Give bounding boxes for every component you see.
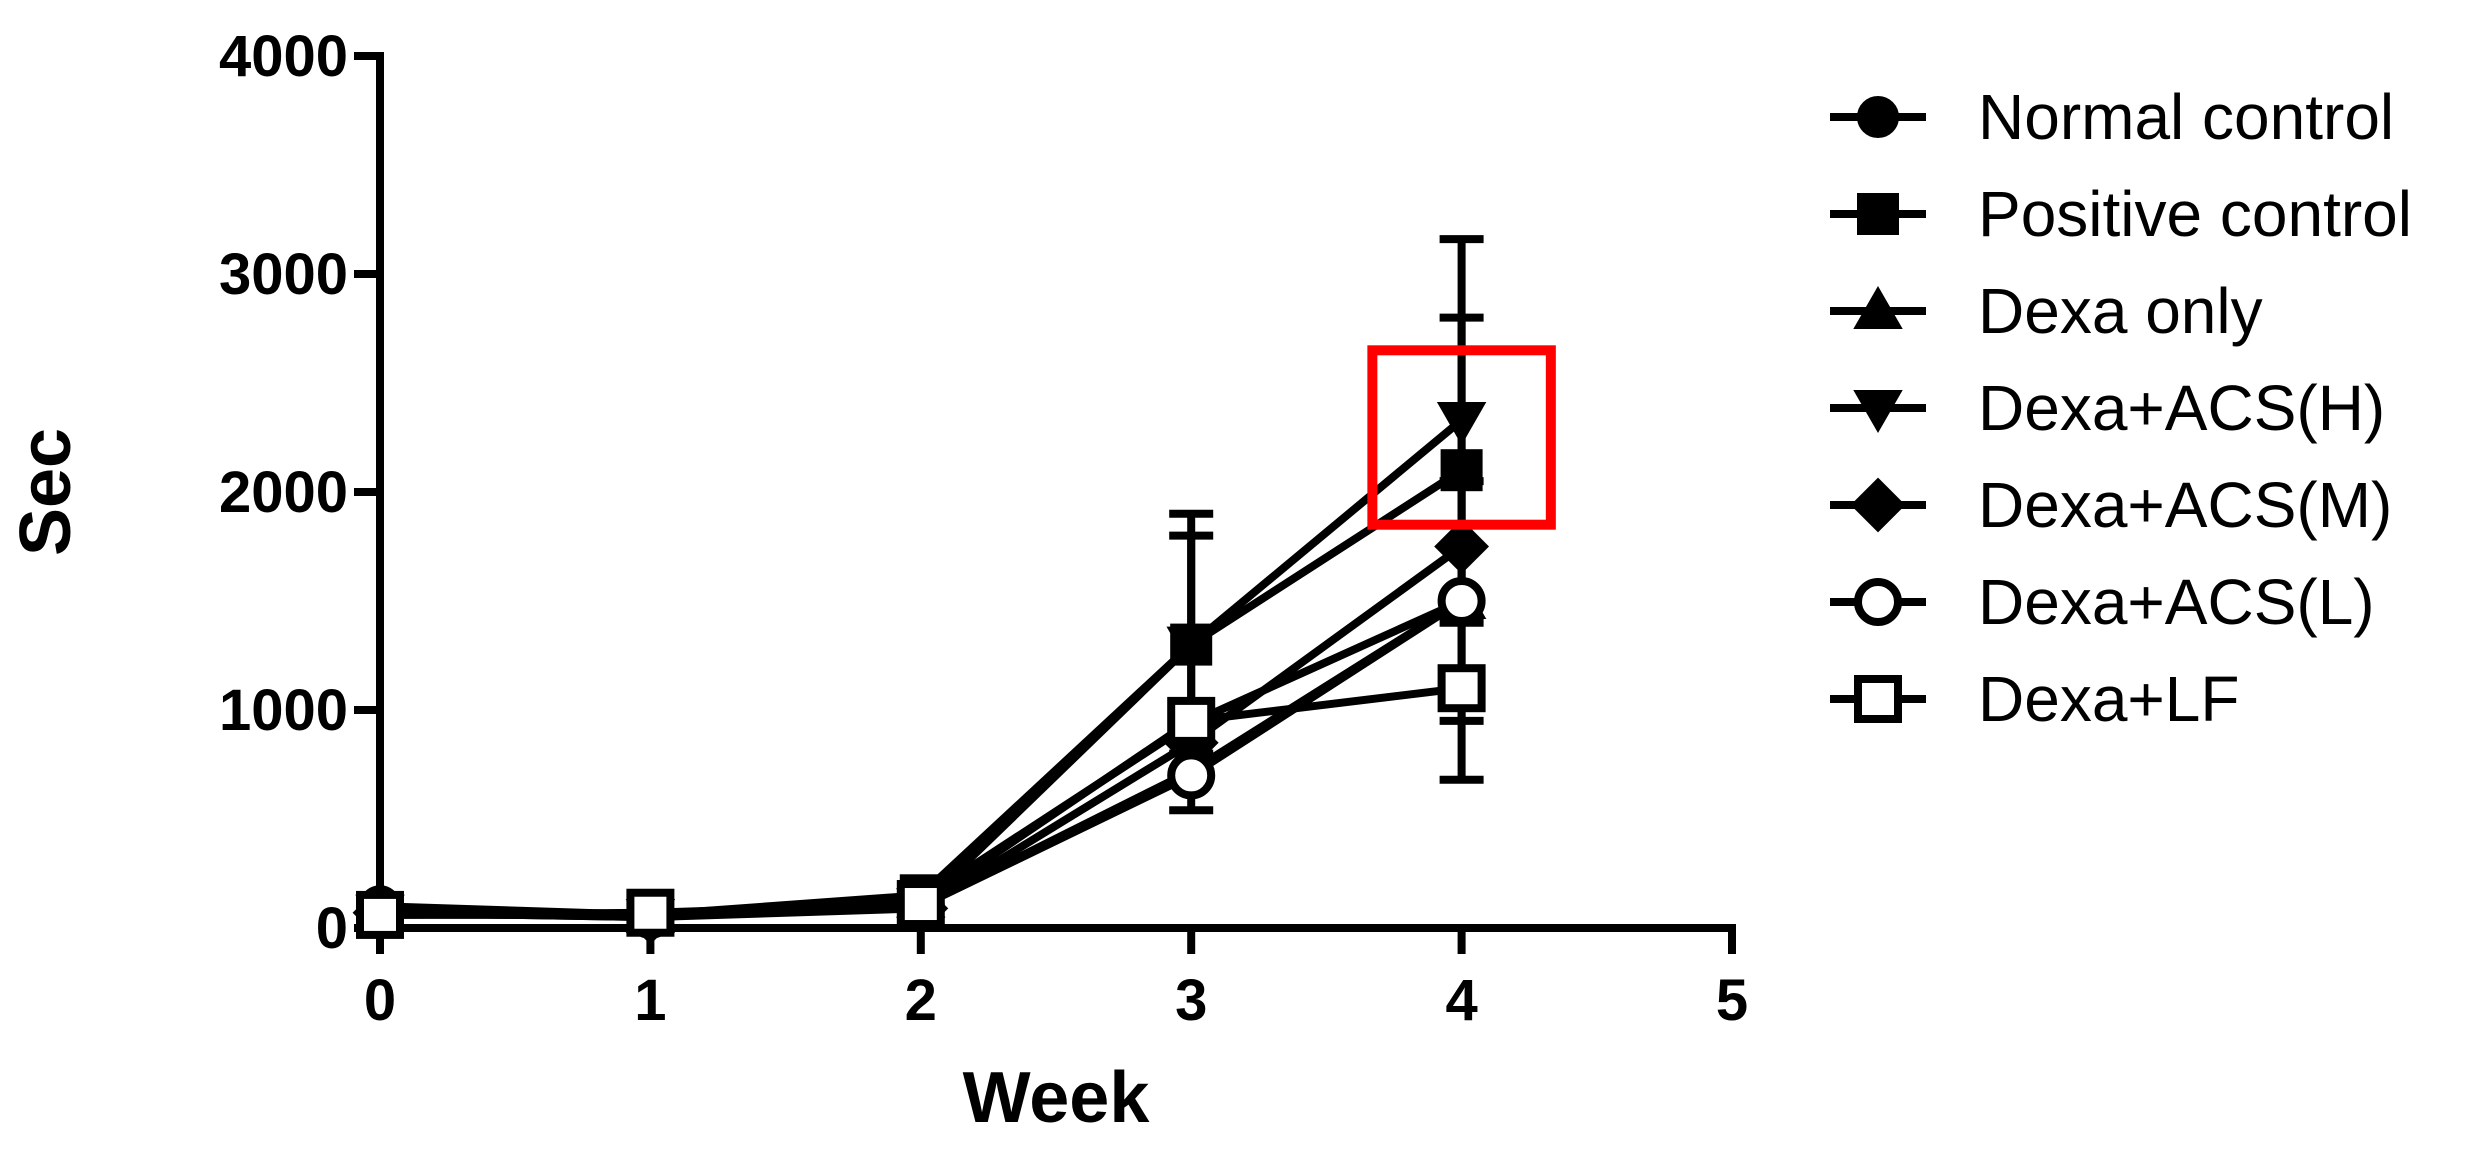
legend-label: Dexa+ACS(H): [1978, 372, 2385, 444]
series-markers-6: [356, 664, 1486, 939]
legend-marker: [1854, 675, 1902, 723]
series-markers-2: [355, 575, 1487, 933]
data-point: [1437, 577, 1486, 625]
data-point: [1436, 402, 1487, 446]
legend-label: Dexa only: [1978, 275, 2263, 347]
data-point: [1167, 751, 1216, 800]
series-line: [380, 597, 1464, 919]
legend-marker: [1854, 578, 1902, 626]
x-tick-label: 0: [364, 968, 396, 1033]
legend-label: Positive control: [1978, 178, 2412, 250]
legend-marker: [1850, 477, 1906, 533]
plot-area: [352, 235, 1556, 945]
series-3: [379, 235, 1484, 922]
x-tick-label: 5: [1716, 968, 1748, 1033]
y-tick-label: 3000: [219, 242, 348, 307]
legend-marker: [1853, 390, 1903, 434]
x-axis-title: Week: [963, 1058, 1151, 1138]
axes: 0 1000 2000 3000 4000 0 1 2 3 4 5: [219, 24, 1748, 1033]
x-tick-label: 3: [1175, 968, 1207, 1033]
x-tick-label: 4: [1445, 968, 1477, 1033]
y-tick-label: 4000: [219, 24, 348, 89]
legend-item: Positive control: [1830, 178, 2412, 250]
x-tick-label: 2: [905, 968, 937, 1033]
x-tick-label: 1: [634, 968, 666, 1033]
series-line: [379, 466, 1464, 919]
y-tick-label: 0: [316, 896, 348, 961]
legend-marker: [1853, 285, 1903, 329]
y-tick-label: 2000: [219, 460, 348, 525]
data-point: [1437, 664, 1486, 713]
legend-marker: [1857, 193, 1899, 235]
data-point: [896, 880, 945, 929]
data-point: [1166, 626, 1216, 670]
legend-marker: [1857, 96, 1899, 138]
legend-item: Dexa+ACS(L): [1830, 566, 2375, 638]
legend-item: Normal control: [1830, 81, 2394, 153]
legend: Normal control Positive control Dexa only D…: [1830, 81, 2412, 735]
series-line: [379, 597, 1464, 919]
y-axis-title: Sec: [6, 428, 86, 556]
series-markers-3: [355, 402, 1487, 943]
legend-label: Dexa+LF: [1978, 663, 2239, 735]
series-line: [379, 597, 1464, 919]
legend-item: Dexa+LF: [1830, 663, 2239, 735]
series-5: [380, 477, 1484, 919]
data-point: [1167, 696, 1216, 745]
legend-item: Dexa+ACS(H): [1830, 372, 2385, 444]
series-line: [379, 543, 1464, 922]
series-4: [379, 543, 1464, 922]
series-2: [379, 597, 1464, 919]
legend-label: Normal control: [1978, 81, 2394, 153]
data-point: [356, 890, 404, 939]
data-point: [1440, 449, 1483, 492]
series-6: [379, 592, 1484, 919]
data-point: [626, 888, 675, 937]
series-0: [379, 597, 1464, 919]
legend-item: Dexa+ACS(M): [1830, 469, 2392, 541]
legend-label: Dexa+ACS(M): [1978, 469, 2392, 541]
data-point: [1434, 519, 1490, 574]
legend-label: Dexa+ACS(L): [1978, 566, 2375, 638]
y-tick-label: 1000: [219, 678, 348, 743]
legend-item: Dexa only: [1830, 275, 2263, 347]
series-1: [379, 313, 1484, 919]
highlight-box: [1367, 345, 1556, 530]
